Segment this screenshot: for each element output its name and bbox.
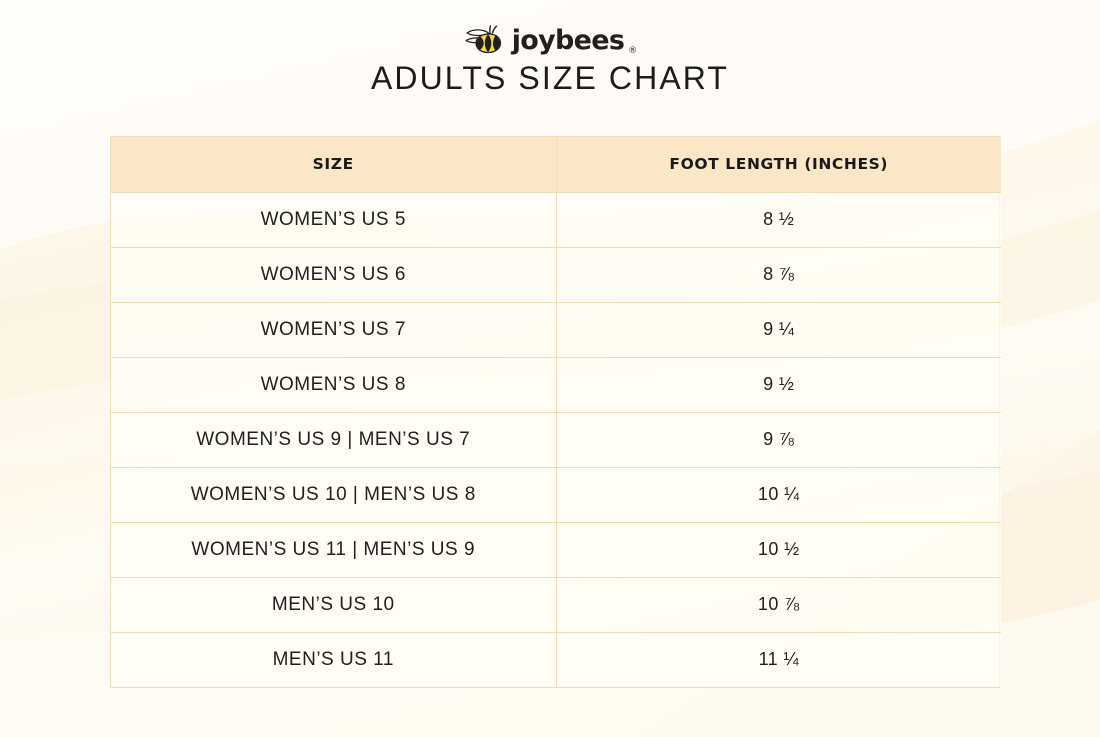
brand-logo: joybees ® [0, 0, 1100, 56]
cell-foot-length: 10 ½ [556, 522, 1001, 578]
cell-size: WOMEN’S US 10 | MEN’S US 8 [111, 467, 557, 523]
cell-size: WOMEN’S US 11 | MEN’S US 9 [111, 522, 557, 578]
table-header: SIZE FOOT LENGTH (INCHES) [111, 137, 1001, 193]
cell-foot-length: 10 ⅞ [556, 577, 1001, 633]
cell-size: WOMEN’S US 7 [111, 302, 557, 358]
cell-foot-length: 9 ½ [556, 357, 1001, 413]
cell-size: WOMEN’S US 9 | MEN’S US 7 [111, 412, 557, 468]
cell-foot-length: 9 ¼ [556, 302, 1001, 358]
column-header-foot-length: FOOT LENGTH (INCHES) [556, 137, 1001, 193]
cell-size: WOMEN’S US 5 [111, 192, 557, 248]
cell-foot-length: 9 ⅞ [556, 412, 1001, 468]
bee-icon [465, 24, 501, 53]
cell-size: MEN’S US 11 [111, 632, 557, 687]
cell-size: MEN’S US 10 [111, 577, 557, 633]
table-row: MEN’S US 11 11 ¼ [111, 632, 1001, 687]
table-row: MEN’S US 10 10 ⅞ [111, 577, 1001, 633]
cell-foot-length: 10 ¼ [556, 467, 1001, 523]
page-title: ADULTS SIZE CHART [370, 60, 730, 96]
brand-wordmark: joybees [511, 25, 625, 56]
cell-foot-length: 8 ½ [556, 192, 1001, 248]
table-row: WOMEN’S US 10 | MEN’S US 8 10 ¼ [111, 467, 1001, 523]
cell-size: WOMEN’S US 6 [111, 247, 557, 303]
cell-foot-length: 11 ¼ [556, 632, 1001, 687]
table-header-row: SIZE FOOT LENGTH (INCHES) [111, 137, 1001, 193]
cell-foot-length: 8 ⅞ [556, 247, 1001, 303]
column-header-size: SIZE [111, 137, 557, 193]
table-row: WOMEN’S US 11 | MEN’S US 9 10 ½ [111, 522, 1001, 578]
registered-trademark-icon: ® [628, 46, 638, 56]
cell-size: WOMEN’S US 8 [111, 357, 557, 413]
